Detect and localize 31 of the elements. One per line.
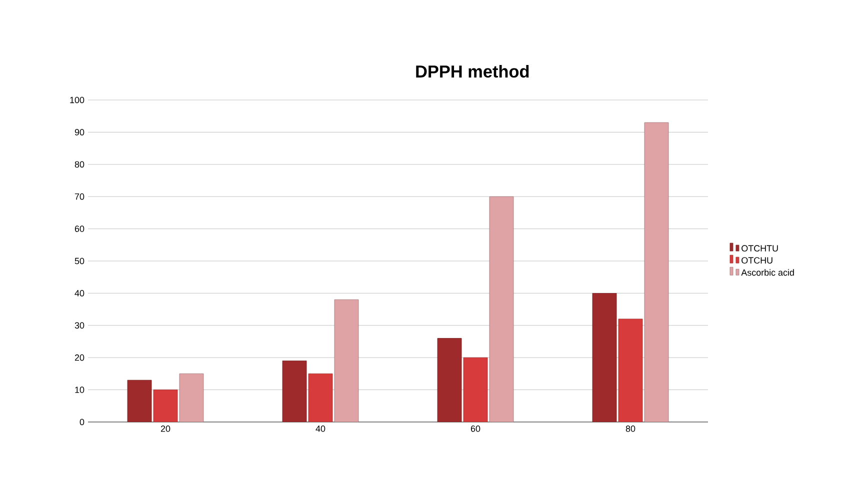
bar: [489, 196, 514, 422]
y-tick-label: 70: [74, 193, 84, 200]
y-tick-label: 80: [74, 161, 84, 168]
bar: [463, 357, 488, 422]
y-tick-label: 100: [70, 96, 84, 104]
bar: [308, 374, 333, 422]
x-tick-label: 20: [160, 426, 170, 432]
y-tick-label: 60: [74, 226, 84, 232]
y-tick-label: 0: [80, 418, 84, 426]
bar: [179, 374, 204, 422]
bar: [437, 338, 462, 422]
legend-label: Ascorbic acid: [741, 269, 794, 276]
bar: [127, 380, 152, 422]
y-tick-label: 30: [74, 322, 84, 329]
bar: [334, 299, 359, 422]
x-tick-label: 60: [470, 426, 480, 432]
bar: [618, 318, 643, 422]
x-tick-label: 40: [316, 426, 326, 432]
bar: [644, 122, 669, 422]
x-tick-label: 80: [626, 426, 636, 432]
bar: [153, 390, 178, 422]
legend-label: OTCHU: [742, 257, 772, 264]
y-tick-label: 50: [74, 258, 84, 264]
y-tick-label: 20: [74, 354, 84, 361]
y-tick-label: 90: [74, 129, 84, 136]
y-tick-label: 40: [74, 290, 84, 296]
bar: [282, 360, 307, 422]
legend-label: OTCHTU: [742, 245, 778, 252]
chart-title: DPPH method: [416, 64, 529, 78]
bar: [592, 293, 617, 422]
y-tick-label: 10: [75, 386, 84, 393]
